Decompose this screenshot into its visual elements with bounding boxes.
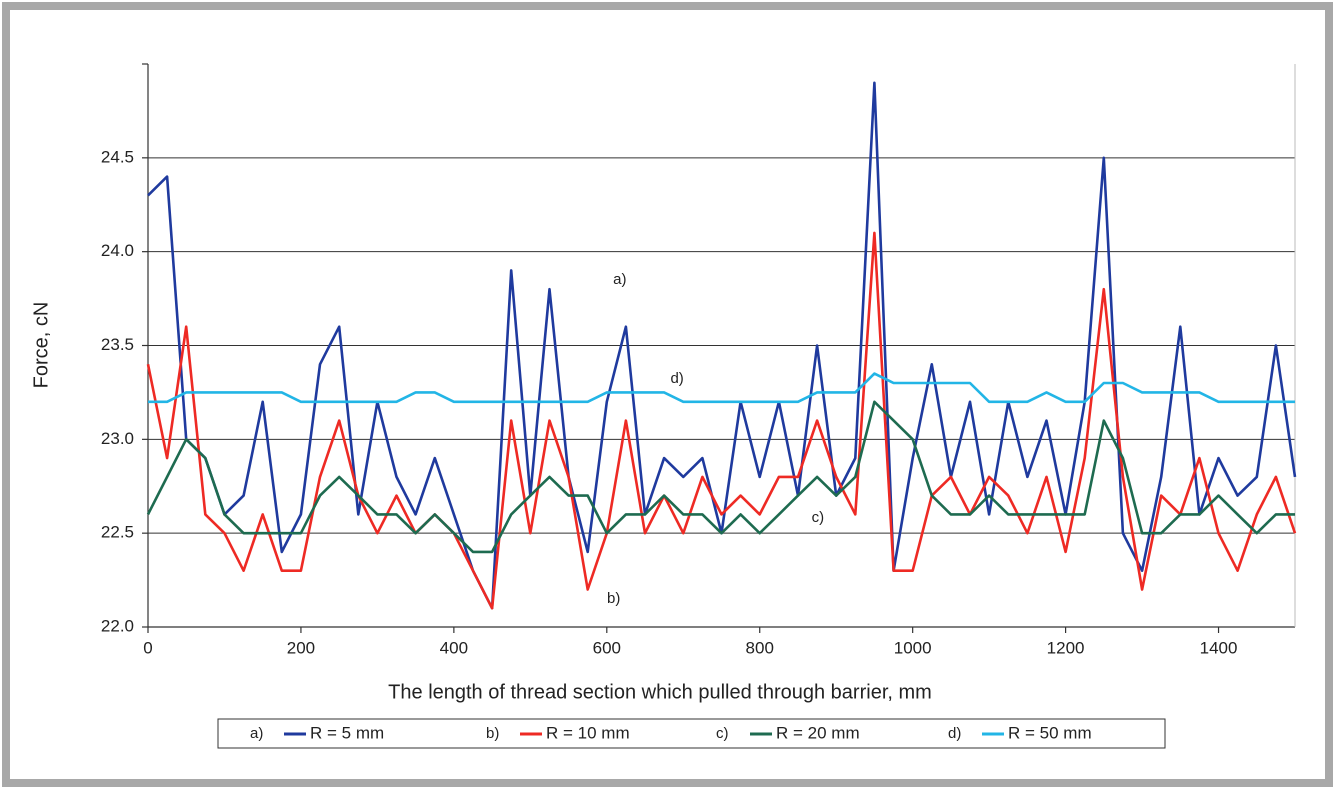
legend-tag: b) [486, 725, 499, 742]
x-tick-label: 0 [143, 638, 152, 657]
legend-label: R = 50 mm [1008, 723, 1092, 742]
y-tick-label: 23.0 [101, 429, 134, 448]
y-tick-label: 24.5 [101, 147, 134, 166]
legend-label: R = 10 mm [546, 723, 630, 742]
y-tick-label: 23.5 [101, 335, 134, 354]
x-tick-label: 1400 [1200, 638, 1238, 657]
x-tick-label: 1000 [894, 638, 932, 657]
legend-tag: d) [948, 725, 961, 742]
x-tick-label: 1200 [1047, 638, 1085, 657]
annotation: b) [607, 590, 620, 607]
annotation: a) [613, 271, 626, 288]
x-tick-label: 800 [746, 638, 774, 657]
y-tick-label: 22.5 [101, 523, 134, 542]
y-axis-label: Force, cN [30, 302, 52, 389]
legend-tag: a) [250, 725, 263, 742]
annotation: c) [812, 509, 825, 526]
x-axis-label: The length of thread section which pulle… [388, 681, 932, 703]
y-tick-label: 22.0 [101, 616, 134, 635]
series-line [146, 231, 1297, 610]
series-line [146, 400, 1295, 554]
x-tick-label: 200 [287, 638, 315, 657]
legend-tag: c) [716, 725, 729, 742]
series-line [148, 372, 1295, 404]
legend-box [217, 718, 1166, 749]
y-tick-label: 24.0 [101, 241, 134, 260]
annotation: d) [670, 370, 683, 387]
x-tick-label: 400 [440, 638, 468, 657]
legend-label: R = 5 mm [310, 723, 384, 742]
legend-label: R = 20 mm [776, 723, 860, 742]
x-tick-label: 600 [593, 638, 621, 657]
